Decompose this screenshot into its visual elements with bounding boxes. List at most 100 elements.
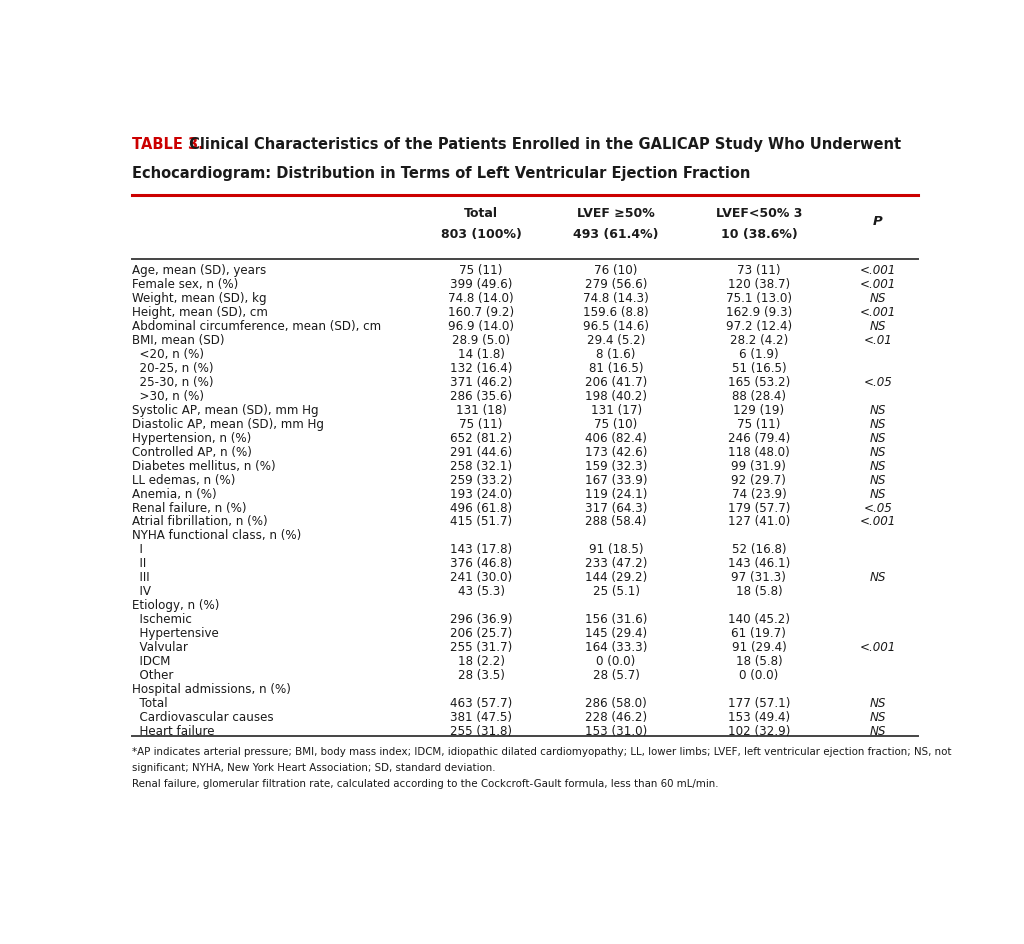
- Text: NS: NS: [869, 403, 886, 416]
- Text: Clinical Characteristics of the Patients Enrolled in the GALICAP Study Who Under: Clinical Characteristics of the Patients…: [184, 137, 901, 152]
- Text: 51 (16.5): 51 (16.5): [731, 362, 786, 375]
- Text: 131 (17): 131 (17): [591, 403, 642, 416]
- Text: NYHA functional class, n (%): NYHA functional class, n (%): [132, 529, 301, 542]
- Text: 159.6 (8.8): 159.6 (8.8): [584, 306, 649, 318]
- Text: 18 (5.8): 18 (5.8): [735, 584, 782, 598]
- Text: 18 (2.2): 18 (2.2): [458, 654, 505, 667]
- Text: 177 (57.1): 177 (57.1): [728, 697, 791, 709]
- Text: 160.7 (9.2): 160.7 (9.2): [449, 306, 514, 318]
- Text: 153 (49.4): 153 (49.4): [728, 710, 790, 723]
- Text: Age, mean (SD), years: Age, mean (SD), years: [132, 263, 266, 277]
- Text: 88 (28.4): 88 (28.4): [732, 389, 785, 402]
- Text: 25-30, n (%): 25-30, n (%): [132, 376, 213, 388]
- Text: NS: NS: [869, 473, 886, 486]
- Text: 258 (32.1): 258 (32.1): [451, 459, 512, 472]
- Text: 119 (24.1): 119 (24.1): [585, 487, 647, 500]
- Text: 381 (47.5): 381 (47.5): [451, 710, 512, 723]
- Text: Total: Total: [132, 697, 168, 709]
- Text: Echocardiogram: Distribution in Terms of Left Ventricular Ejection Fraction: Echocardiogram: Distribution in Terms of…: [132, 165, 751, 180]
- Text: 102 (32.9): 102 (32.9): [728, 724, 791, 737]
- Text: 28.9 (5.0): 28.9 (5.0): [452, 333, 510, 346]
- Text: 406 (82.4): 406 (82.4): [585, 431, 647, 445]
- Text: 29.4 (5.2): 29.4 (5.2): [587, 333, 645, 346]
- Text: Hospital admissions, n (%): Hospital admissions, n (%): [132, 683, 291, 696]
- Text: 91 (29.4): 91 (29.4): [731, 641, 786, 653]
- Text: Etiology, n (%): Etiology, n (%): [132, 598, 219, 612]
- Text: Weight, mean (SD), kg: Weight, mean (SD), kg: [132, 292, 266, 305]
- Text: Renal failure, n (%): Renal failure, n (%): [132, 501, 247, 514]
- Text: 52 (16.8): 52 (16.8): [732, 543, 786, 556]
- Text: 96.5 (14.6): 96.5 (14.6): [583, 320, 649, 332]
- Text: Ischemic: Ischemic: [132, 613, 191, 626]
- Text: LVEF ≥50%: LVEF ≥50%: [578, 207, 655, 219]
- Text: <.001: <.001: [860, 278, 896, 291]
- Text: IV: IV: [132, 584, 151, 598]
- Text: *AP indicates arterial pressure; BMI, body mass index; IDCM, idiopathic dilated : *AP indicates arterial pressure; BMI, bo…: [132, 747, 951, 756]
- Text: 74.8 (14.0): 74.8 (14.0): [449, 292, 514, 305]
- Text: 97.2 (12.4): 97.2 (12.4): [726, 320, 792, 332]
- Text: 92 (29.7): 92 (29.7): [731, 473, 786, 486]
- Text: P: P: [873, 215, 883, 228]
- Text: <.001: <.001: [860, 306, 896, 318]
- Text: NS: NS: [869, 710, 886, 723]
- Text: 120 (38.7): 120 (38.7): [728, 278, 790, 291]
- Text: I: I: [132, 543, 142, 556]
- Text: 75.1 (13.0): 75.1 (13.0): [726, 292, 792, 305]
- Text: 144 (29.2): 144 (29.2): [585, 571, 647, 583]
- Text: 233 (47.2): 233 (47.2): [585, 557, 647, 570]
- Text: 246 (79.4): 246 (79.4): [728, 431, 791, 445]
- Text: Diabetes mellitus, n (%): Diabetes mellitus, n (%): [132, 459, 275, 472]
- Text: 279 (56.6): 279 (56.6): [585, 278, 647, 291]
- Text: 255 (31.7): 255 (31.7): [450, 641, 512, 653]
- Text: Abdominal circumference, mean (SD), cm: Abdominal circumference, mean (SD), cm: [132, 320, 381, 332]
- Text: 206 (25.7): 206 (25.7): [450, 627, 512, 640]
- Text: 8 (1.6): 8 (1.6): [596, 347, 636, 361]
- Text: 97 (31.3): 97 (31.3): [731, 571, 786, 583]
- Text: 259 (33.2): 259 (33.2): [450, 473, 512, 486]
- Text: 127 (41.0): 127 (41.0): [728, 515, 791, 528]
- Text: 6 (1.9): 6 (1.9): [739, 347, 778, 361]
- Text: 81 (16.5): 81 (16.5): [589, 362, 643, 375]
- Text: Controlled AP, n (%): Controlled AP, n (%): [132, 446, 252, 458]
- Text: 206 (41.7): 206 (41.7): [585, 376, 647, 388]
- Text: 399 (49.6): 399 (49.6): [450, 278, 512, 291]
- Text: 96.9 (14.0): 96.9 (14.0): [449, 320, 514, 332]
- Text: 73 (11): 73 (11): [737, 263, 780, 277]
- Text: 43 (5.3): 43 (5.3): [458, 584, 505, 598]
- Text: LVEF<50% 3: LVEF<50% 3: [716, 207, 802, 219]
- Text: Anemia, n (%): Anemia, n (%): [132, 487, 217, 500]
- Text: BMI, mean (SD): BMI, mean (SD): [132, 333, 224, 346]
- Text: 291 (44.6): 291 (44.6): [450, 446, 512, 458]
- Text: 162.9 (9.3): 162.9 (9.3): [726, 306, 792, 318]
- Text: 14 (1.8): 14 (1.8): [458, 347, 505, 361]
- Text: 153 (31.0): 153 (31.0): [585, 724, 647, 737]
- Text: 75 (11): 75 (11): [460, 263, 503, 277]
- Text: 198 (40.2): 198 (40.2): [585, 389, 647, 402]
- Text: 165 (53.2): 165 (53.2): [728, 376, 791, 388]
- Text: 143 (46.1): 143 (46.1): [728, 557, 791, 570]
- Text: III: III: [132, 571, 150, 583]
- Text: NS: NS: [869, 446, 886, 458]
- Text: 156 (31.6): 156 (31.6): [585, 613, 647, 626]
- Text: 652 (81.2): 652 (81.2): [451, 431, 512, 445]
- Text: LL edemas, n (%): LL edemas, n (%): [132, 473, 236, 486]
- Text: Height, mean (SD), cm: Height, mean (SD), cm: [132, 306, 268, 318]
- Text: 286 (35.6): 286 (35.6): [451, 389, 512, 402]
- Text: Other: Other: [132, 668, 173, 682]
- Text: 118 (48.0): 118 (48.0): [728, 446, 790, 458]
- Text: 91 (18.5): 91 (18.5): [589, 543, 643, 556]
- Text: NS: NS: [869, 724, 886, 737]
- Text: 18 (5.8): 18 (5.8): [735, 654, 782, 667]
- Text: Female sex, n (%): Female sex, n (%): [132, 278, 239, 291]
- Text: 61 (19.7): 61 (19.7): [731, 627, 786, 640]
- Text: 143 (17.8): 143 (17.8): [451, 543, 512, 556]
- Text: <20, n (%): <20, n (%): [132, 347, 204, 361]
- Text: IDCM: IDCM: [132, 654, 170, 667]
- Text: 74.8 (14.3): 74.8 (14.3): [584, 292, 649, 305]
- Text: 10 (38.6%): 10 (38.6%): [721, 228, 798, 241]
- Text: 145 (29.4): 145 (29.4): [585, 627, 647, 640]
- Text: 0 (0.0): 0 (0.0): [739, 668, 778, 682]
- Text: <.001: <.001: [860, 515, 896, 528]
- Text: 140 (45.2): 140 (45.2): [728, 613, 790, 626]
- Text: 129 (19): 129 (19): [733, 403, 784, 416]
